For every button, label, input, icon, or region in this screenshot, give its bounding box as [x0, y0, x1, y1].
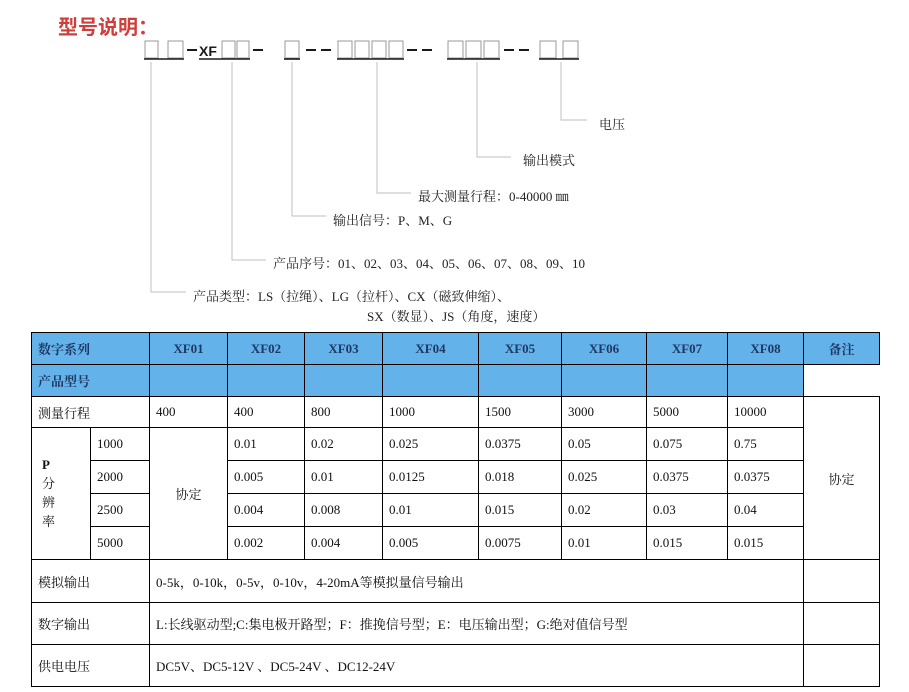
svg-text:XF: XF [199, 43, 217, 59]
